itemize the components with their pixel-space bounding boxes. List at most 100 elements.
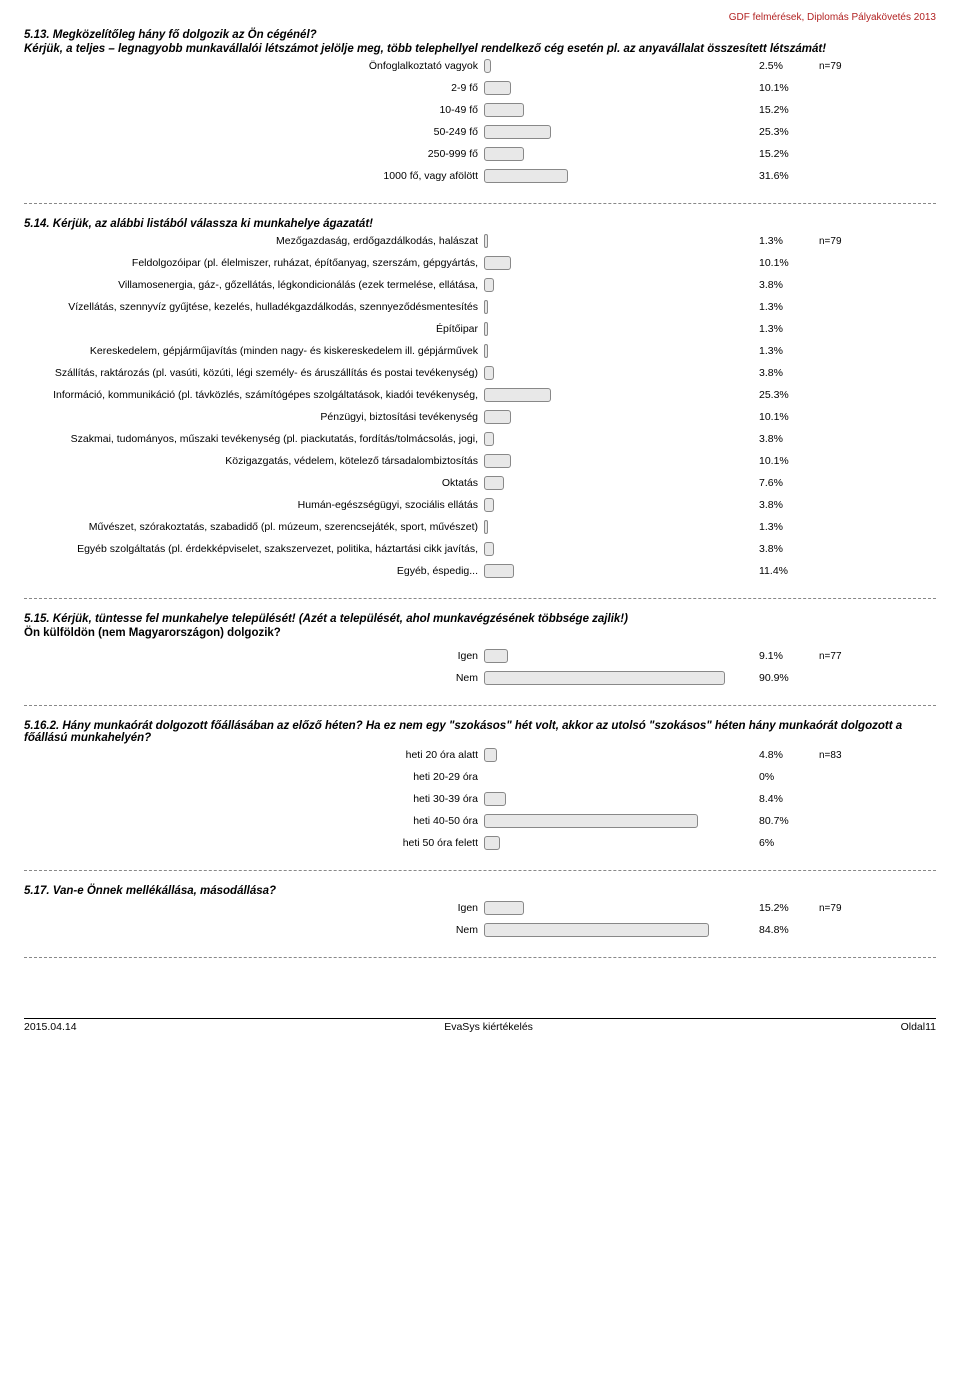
bar-label: Oktatás bbox=[24, 477, 484, 489]
bar-row: Oktatás 7.6% bbox=[24, 474, 936, 492]
bar-fill bbox=[484, 103, 524, 117]
bar-row: Nem90.9% bbox=[24, 669, 936, 687]
page-header: GDF felmérések, Diplomás Pályakövetés 20… bbox=[24, 12, 936, 23]
bar-label: Vízellátás, szennyvíz gyűjtése, kezelés,… bbox=[24, 301, 484, 313]
bar-label: Szállítás, raktározás (pl. vasúti, közút… bbox=[24, 367, 484, 379]
bar-label: Pénzügyi, biztosítási tevékenység bbox=[24, 411, 484, 423]
q514-bars: Mezőgazdaság, erdőgazdálkodás, halászat1… bbox=[24, 232, 936, 580]
bar-percent: 1.3% bbox=[749, 323, 809, 335]
bar-percent: 2.5% bbox=[749, 60, 809, 72]
bar-label: Közigazgatás, védelem, kötelező társadal… bbox=[24, 455, 484, 467]
bar-label: Nem bbox=[24, 924, 484, 936]
question-5-17: 5.17. Van-e Önnek mellékállása, másodáll… bbox=[24, 885, 936, 939]
q515-subtitle: Ön külföldön (nem Magyarországon) dolgoz… bbox=[24, 627, 936, 639]
bar-row: Egyéb szolgáltatás (pl. érdekképviselet,… bbox=[24, 540, 936, 558]
bar-percent: 6% bbox=[749, 837, 809, 849]
bar-row: 50-249 fő25.3% bbox=[24, 123, 936, 141]
q517-title: 5.17. Van-e Önnek mellékállása, másodáll… bbox=[24, 885, 936, 897]
bar-percent: 90.9% bbox=[749, 672, 809, 684]
q5162-title: 5.16.2. Hány munkaórát dolgozott főállás… bbox=[24, 720, 936, 744]
bar-fill bbox=[484, 454, 511, 468]
bar-fill bbox=[484, 520, 488, 534]
bar-fill bbox=[484, 649, 508, 663]
bar-track bbox=[484, 81, 749, 95]
bar-row: Szakmai, tudományos, műszaki tevékenység… bbox=[24, 430, 936, 448]
bar-fill bbox=[484, 388, 551, 402]
bar-label: 1000 fő, vagy afölött bbox=[24, 170, 484, 182]
bar-track bbox=[484, 901, 749, 915]
bar-track bbox=[484, 564, 749, 578]
question-5-16-2: 5.16.2. Hány munkaórát dolgozott főállás… bbox=[24, 720, 936, 852]
bar-fill bbox=[484, 256, 511, 270]
bar-row: Művészet, szórakoztatás, szabadidő (pl. … bbox=[24, 518, 936, 536]
bar-percent: 3.8% bbox=[749, 499, 809, 511]
bar-n: n=77 bbox=[809, 651, 869, 662]
bar-track bbox=[484, 649, 749, 663]
q513-title: 5.13. Megközelítőleg hány fő dolgozik az… bbox=[24, 29, 936, 41]
bar-label: Humán-egészségügyi, szociális ellátás bbox=[24, 499, 484, 511]
bar-percent: 7.6% bbox=[749, 477, 809, 489]
bar-label: Villamosenergia, gáz-, gőzellátás, légko… bbox=[24, 279, 484, 291]
bar-fill bbox=[484, 476, 504, 490]
bar-n: n=83 bbox=[809, 750, 869, 761]
bar-row: heti 20-29 óra0% bbox=[24, 768, 936, 786]
q515-title: 5.15. Kérjük, tüntesse fel munkahelye te… bbox=[24, 613, 936, 625]
bar-row: Feldolgozóipar (pl. élelmiszer, ruházat,… bbox=[24, 254, 936, 272]
question-5-15: 5.15. Kérjük, tüntesse fel munkahelye te… bbox=[24, 613, 936, 687]
bar-track bbox=[484, 542, 749, 556]
bar-percent: 1.3% bbox=[749, 345, 809, 357]
bar-row: Mezőgazdaság, erdőgazdálkodás, halászat1… bbox=[24, 232, 936, 250]
bar-track bbox=[484, 103, 749, 117]
bar-row: 1000 fő, vagy afölött 31.6% bbox=[24, 167, 936, 185]
footer-page: Oldal11 bbox=[901, 1021, 936, 1033]
bar-fill bbox=[484, 836, 500, 850]
divider bbox=[24, 870, 936, 871]
bar-label: 250-999 fő bbox=[24, 148, 484, 160]
bar-label: Építőipar bbox=[24, 323, 484, 335]
bar-fill bbox=[484, 322, 488, 336]
bar-percent: 15.2% bbox=[749, 902, 809, 914]
bar-percent: 84.8% bbox=[749, 924, 809, 936]
bar-fill bbox=[484, 169, 568, 183]
footer-date: 2015.04.14 bbox=[24, 1021, 77, 1033]
bar-n: n=79 bbox=[809, 61, 869, 72]
bar-track bbox=[484, 520, 749, 534]
bar-track bbox=[484, 147, 749, 161]
bar-row: heti 20 óra alatt4.8%n=83 bbox=[24, 746, 936, 764]
bar-fill bbox=[484, 748, 497, 762]
bar-track bbox=[484, 770, 749, 784]
bar-percent: 1.3% bbox=[749, 521, 809, 533]
bar-label: Egyéb szolgáltatás (pl. érdekképviselet,… bbox=[24, 543, 484, 555]
bar-label: Igen bbox=[24, 902, 484, 914]
bar-row: Pénzügyi, biztosítási tevékenység 10.1% bbox=[24, 408, 936, 426]
bar-fill bbox=[484, 366, 494, 380]
divider bbox=[24, 957, 936, 958]
question-5-14: 5.14. Kérjük, az alábbi listából válassz… bbox=[24, 218, 936, 580]
bar-fill bbox=[484, 792, 506, 806]
bar-track bbox=[484, 671, 749, 685]
bar-percent: 15.2% bbox=[749, 104, 809, 116]
bar-percent: 31.6% bbox=[749, 170, 809, 182]
bar-track bbox=[484, 366, 749, 380]
bar-fill bbox=[484, 901, 524, 915]
bar-n: n=79 bbox=[809, 236, 869, 247]
bar-track bbox=[484, 169, 749, 183]
bar-percent: 15.2% bbox=[749, 148, 809, 160]
bar-percent: 10.1% bbox=[749, 411, 809, 423]
bar-fill bbox=[484, 300, 488, 314]
bar-percent: 10.1% bbox=[749, 82, 809, 94]
bar-fill bbox=[484, 542, 494, 556]
bar-label: Szakmai, tudományos, műszaki tevékenység… bbox=[24, 433, 484, 445]
question-5-13: 5.13. Megközelítőleg hány fő dolgozik az… bbox=[24, 29, 936, 185]
bar-row: heti 30-39 óra8.4% bbox=[24, 790, 936, 808]
bar-percent: 25.3% bbox=[749, 126, 809, 138]
bar-row: Igen9.1%n=77 bbox=[24, 647, 936, 665]
bar-track bbox=[484, 125, 749, 139]
bar-percent: 3.8% bbox=[749, 433, 809, 445]
bar-row: Humán-egészségügyi, szociális ellátás 3.8… bbox=[24, 496, 936, 514]
bar-fill bbox=[484, 81, 511, 95]
bar-label: heti 20 óra alatt bbox=[24, 749, 484, 761]
bar-fill bbox=[484, 671, 725, 685]
bar-row: heti 40-50 óra80.7% bbox=[24, 812, 936, 830]
bar-label: Kereskedelem, gépjárműjavítás (minden na… bbox=[24, 345, 484, 357]
